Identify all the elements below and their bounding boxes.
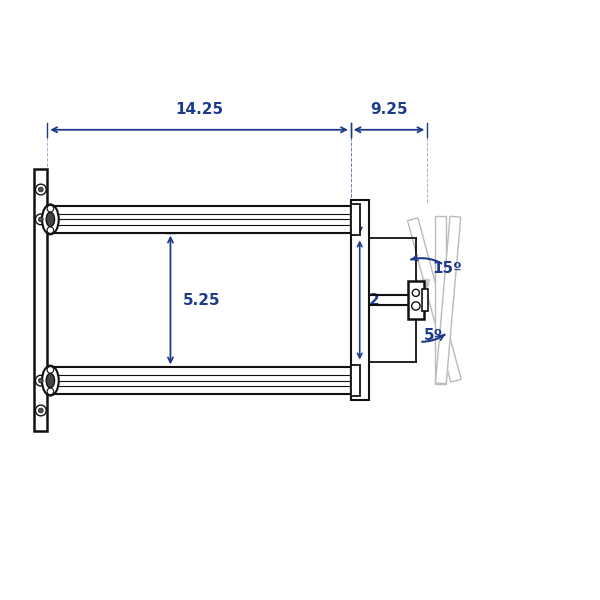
Circle shape <box>35 375 46 386</box>
Text: 14.25: 14.25 <box>175 101 223 116</box>
Ellipse shape <box>46 373 55 388</box>
Circle shape <box>38 217 43 222</box>
Polygon shape <box>435 217 446 383</box>
Polygon shape <box>407 218 461 382</box>
Ellipse shape <box>46 212 55 227</box>
Circle shape <box>38 378 43 383</box>
Circle shape <box>35 405 46 416</box>
Text: 9.25: 9.25 <box>370 101 408 116</box>
Circle shape <box>47 227 53 233</box>
Ellipse shape <box>42 205 59 235</box>
Bar <box>351 200 368 400</box>
Bar <box>55 206 351 233</box>
Bar <box>34 169 47 431</box>
Text: 5.25: 5.25 <box>182 293 220 308</box>
Circle shape <box>35 184 46 195</box>
Circle shape <box>47 388 53 395</box>
Circle shape <box>47 367 53 373</box>
Circle shape <box>47 205 53 212</box>
Circle shape <box>412 289 419 296</box>
Circle shape <box>38 408 43 413</box>
Bar <box>351 365 360 397</box>
Text: 2: 2 <box>368 293 379 308</box>
Circle shape <box>35 214 46 225</box>
Polygon shape <box>436 216 461 384</box>
Bar <box>351 203 360 235</box>
Bar <box>407 281 424 319</box>
Bar <box>422 289 428 311</box>
Text: 15º: 15º <box>432 261 462 276</box>
Circle shape <box>412 302 420 310</box>
Ellipse shape <box>42 365 59 395</box>
Bar <box>55 367 351 394</box>
Text: 5º: 5º <box>424 328 443 343</box>
Circle shape <box>38 187 43 192</box>
